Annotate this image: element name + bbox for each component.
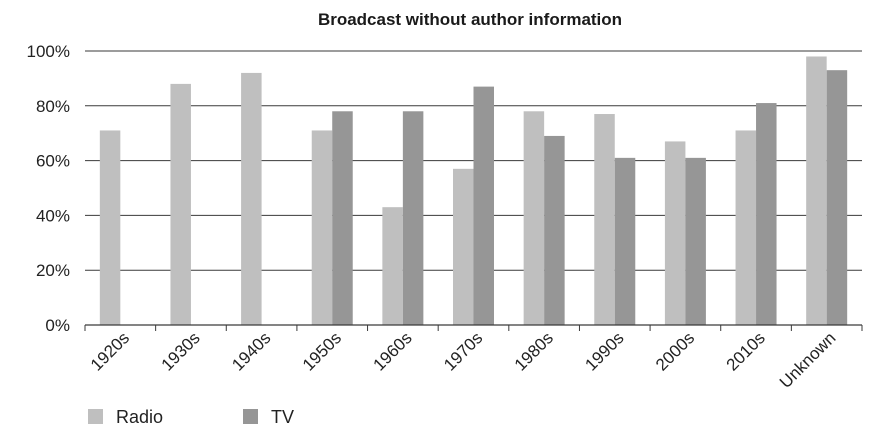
bars	[99, 56, 848, 326]
legend-swatch-tv	[243, 409, 258, 424]
x-tick-label: 1980s	[511, 328, 557, 374]
x-tick-label: 1950s	[299, 328, 345, 374]
bar-radio-unknown	[806, 56, 827, 325]
bar-radio-1990s	[594, 114, 615, 326]
x-tick-label: 2000s	[652, 328, 698, 374]
bar-radio-2000s	[664, 141, 686, 325]
x-tick-label: Unknown	[776, 328, 840, 392]
bar-radio-1920s	[99, 130, 121, 325]
x-axis-tick-labels: 1920s 1930s 1940s 1950s 1960s 1970s 1980s 1990s…	[87, 328, 840, 392]
x-tick-label: 1970s	[440, 328, 486, 374]
bar-tv-1970s	[473, 86, 494, 326]
bar-tv-1960s	[402, 111, 424, 325]
y-tick-label: 60%	[36, 152, 70, 171]
y-tick-label: 40%	[36, 206, 70, 225]
y-tick-label: 80%	[36, 97, 70, 116]
legend: Radio TV	[88, 407, 294, 427]
y-axis-tick-labels: 0% 20% 40% 60% 80% 100%	[27, 42, 70, 335]
bar-radio-1930s	[170, 83, 191, 325]
x-tick-label: 1930s	[158, 328, 204, 374]
chart-title: Broadcast without author information	[318, 10, 622, 29]
legend-label-radio: Radio	[116, 407, 163, 427]
bar-tv-2010s	[756, 103, 777, 325]
bar-tv-1990s	[614, 157, 636, 325]
legend-swatch-radio	[88, 409, 103, 424]
bar-radio-1960s	[382, 207, 403, 325]
bar-radio-1950s	[311, 130, 333, 325]
bar-radio-1980s	[523, 111, 545, 325]
x-tick-label: 1990s	[581, 328, 627, 374]
y-tick-label: 20%	[36, 261, 70, 280]
x-tick-label: 1920s	[87, 328, 133, 374]
y-tick-label: 100%	[27, 42, 70, 61]
x-tick-label: 2010s	[723, 328, 769, 374]
bar-tv-unknown	[826, 70, 848, 326]
x-tick-label: 1960s	[369, 328, 415, 374]
bar-radio-2010s	[735, 130, 757, 325]
legend-label-tv: TV	[271, 407, 294, 427]
bar-tv-1950s	[332, 111, 353, 325]
x-axis	[84, 324, 863, 331]
y-tick-label: 0%	[45, 316, 70, 335]
bar-radio-1940s	[241, 72, 262, 325]
bar-tv-2000s	[685, 157, 706, 325]
bar-tv-1980s	[544, 135, 565, 325]
bar-radio-1970s	[453, 168, 474, 325]
x-tick-label: 1940s	[228, 328, 274, 374]
